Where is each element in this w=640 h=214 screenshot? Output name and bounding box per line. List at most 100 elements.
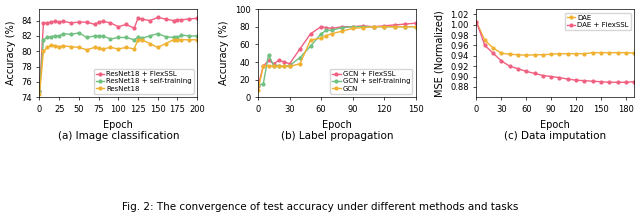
ResNet18 [186, 39, 193, 41]
ResNet18 + FlexSSL [154, 16, 162, 19]
ResNet18 [60, 45, 67, 47]
GCN + FlexSSL [280, 61, 288, 63]
DAE + FlexSSL [564, 78, 572, 80]
ResNet18 [75, 46, 83, 49]
GCN [270, 65, 278, 68]
GCN + FlexSSL [412, 22, 420, 24]
GCN + self-training [307, 45, 314, 48]
DAE [572, 52, 580, 55]
Line: DAE + FlexSSL: DAE + FlexSSL [475, 21, 636, 84]
DAE + FlexSSL [497, 60, 505, 62]
Legend: ResNet18 + FlexSSL, ResNet18 + self-training, ResNet18: ResNet18 + FlexSSL, ResNet18 + self-trai… [93, 69, 194, 94]
DAE [589, 51, 596, 54]
ResNet18 [154, 46, 162, 49]
ResNet18 + self-training [146, 35, 154, 37]
GCN [323, 34, 330, 37]
GCN + FlexSSL [296, 48, 304, 50]
DAE [522, 54, 530, 56]
ResNet18 + self-training [134, 36, 142, 39]
GCN + self-training [339, 26, 346, 29]
ResNet18 + self-training [36, 90, 44, 92]
DAE + FlexSSL [630, 80, 638, 83]
GCN [254, 89, 262, 92]
ResNet18 + FlexSSL [173, 19, 181, 21]
GCN [259, 65, 267, 68]
GCN [391, 25, 399, 28]
GCN [296, 62, 304, 65]
ResNet18 [122, 46, 130, 49]
ResNet18 + FlexSSL [95, 21, 102, 23]
ResNet18 [146, 42, 154, 45]
Line: DAE: DAE [475, 21, 636, 57]
ResNet18 + FlexSSL [134, 17, 142, 19]
ResNet18 + self-training [170, 36, 177, 39]
DAE + FlexSSL [473, 21, 481, 23]
ResNet18 + FlexSSL [56, 21, 63, 23]
GCN + self-training [328, 29, 335, 31]
ResNet18 + FlexSSL [177, 19, 185, 21]
DAE [539, 54, 547, 56]
GCN + FlexSSL [259, 65, 267, 68]
ResNet18 [138, 39, 146, 41]
ResNet18 [134, 39, 142, 41]
GCN + FlexSSL [380, 25, 388, 27]
ResNet18 + FlexSSL [51, 20, 59, 23]
DAE [580, 52, 588, 55]
DAE [514, 54, 522, 56]
GCN + FlexSSL [349, 25, 356, 28]
Y-axis label: Accuracy (%): Accuracy (%) [219, 21, 229, 85]
Text: (b) Label propagation: (b) Label propagation [280, 131, 393, 141]
ResNet18 [170, 39, 177, 41]
ResNet18 + self-training [115, 36, 122, 39]
GCN + FlexSSL [307, 33, 314, 35]
DAE [473, 21, 481, 23]
DAE [622, 51, 630, 54]
GCN [339, 30, 346, 32]
Line: GCN: GCN [257, 25, 417, 92]
DAE + FlexSSL [589, 80, 596, 83]
GCN + self-training [412, 25, 420, 28]
ResNet18 + self-training [186, 35, 193, 37]
GCN [328, 33, 335, 35]
ResNet18 + FlexSSL [193, 17, 201, 19]
GCN + self-training [296, 56, 304, 59]
DAE + FlexSSL [622, 81, 630, 83]
DAE + FlexSSL [514, 67, 522, 70]
Text: (c) Data imputation: (c) Data imputation [504, 131, 607, 141]
GCN + self-training [359, 25, 367, 28]
Line: ResNet18: ResNet18 [38, 38, 198, 96]
GCN [307, 39, 314, 41]
ResNet18 + FlexSSL [107, 22, 115, 24]
ResNet18 + FlexSSL [122, 23, 130, 26]
GCN + self-training [285, 64, 293, 67]
GCN [265, 64, 273, 67]
ResNet18 + FlexSSL [138, 18, 146, 20]
ResNet18 + self-training [193, 35, 201, 37]
Text: (a) Image classification: (a) Image classification [58, 131, 179, 141]
ResNet18 + FlexSSL [146, 19, 154, 22]
ResNet18 + self-training [154, 32, 162, 35]
ResNet18 + self-training [131, 39, 138, 41]
Y-axis label: MSE (Normalized): MSE (Normalized) [435, 10, 445, 97]
ResNet18 + FlexSSL [47, 21, 55, 23]
ResNet18 + FlexSSL [60, 20, 67, 23]
ResNet18 [83, 48, 91, 51]
ResNet18 [99, 48, 106, 50]
GCN [412, 25, 420, 28]
Legend: GCN + FlexSSL, GCN + self-training, GCN: GCN + FlexSSL, GCN + self-training, GCN [330, 69, 412, 94]
ResNet18 + FlexSSL [186, 18, 193, 20]
DAE + FlexSSL [531, 72, 538, 75]
GCN + self-training [370, 25, 378, 28]
ResNet18 + FlexSSL [99, 20, 106, 23]
GCN + self-training [280, 65, 288, 68]
GCN + FlexSSL [328, 27, 335, 30]
ResNet18 + self-training [51, 35, 59, 37]
ResNet18 + FlexSSL [162, 18, 170, 20]
ResNet18 + self-training [44, 36, 51, 39]
ResNet18 [51, 45, 59, 47]
ResNet18 + FlexSSL [170, 19, 177, 22]
GCN [370, 25, 378, 28]
ResNet18 + self-training [177, 34, 185, 36]
ResNet18 + self-training [107, 38, 115, 40]
DAE + FlexSSL [597, 80, 605, 83]
